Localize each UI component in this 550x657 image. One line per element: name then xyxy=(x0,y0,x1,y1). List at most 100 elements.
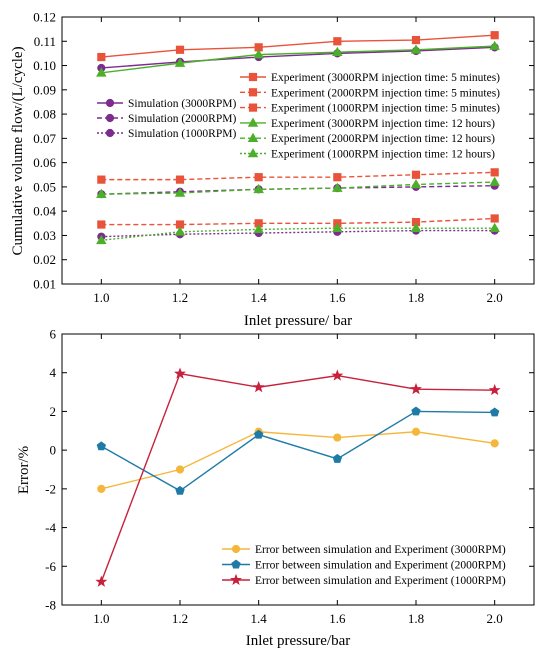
error-chart-y-tick-label: 6 xyxy=(50,327,57,342)
flow-chart-data-point xyxy=(332,46,343,56)
flow-chart-data-point xyxy=(253,49,264,59)
flow-chart-data-point xyxy=(253,223,264,234)
flow-chart-legend-label: Experiment (3000RPM injection time: 12 h… xyxy=(271,118,495,130)
error-chart-data-point xyxy=(97,484,106,493)
error-chart-x-tick-label: 1.4 xyxy=(251,611,268,626)
flow-chart-series-line xyxy=(101,229,495,238)
flow-chart-series-4 xyxy=(97,31,499,62)
flow-chart-legend-label: Experiment (1000RPM injection time: 12 h… xyxy=(271,149,495,161)
flow-chart-y-tick-label: 0.09 xyxy=(33,82,56,97)
flow-chart-y-axis-title: Cumulative volume flow/(L/cycle) xyxy=(10,46,26,255)
flow-chart-legend-marker xyxy=(105,113,115,123)
flow-chart-legend-entry: Experiment (1000RPM injection time: 5 mi… xyxy=(240,103,500,115)
error-chart-y-tick-label: -6 xyxy=(45,559,56,574)
error-chart-x-tick-label: 1.2 xyxy=(172,611,188,626)
flow-chart-data-point xyxy=(175,175,185,184)
flow-chart-x-tick-label: 1.2 xyxy=(172,290,188,305)
error-chart-legend-entry: Error between simulation and Experiment … xyxy=(222,573,506,587)
flow-chart-data-point xyxy=(175,45,185,54)
flow-chart-series-9 xyxy=(96,222,500,245)
flow-chart-legend-entry: Simulation (1000RPM) xyxy=(97,128,236,140)
flow-chart: 1.0 1.2 1.4 1.6 1.8 2.0 0.01 0.02 0.03 0.04 0.05 0.… xyxy=(10,10,535,329)
flow-chart-x-tick-label: 1.6 xyxy=(329,290,346,305)
error-chart-series xyxy=(95,367,501,587)
flow-chart-data-point xyxy=(411,170,421,179)
flow-chart-data-point xyxy=(96,234,107,245)
flow-chart-legend-marker xyxy=(248,103,258,112)
flow-chart-y-tick-label: 0.12 xyxy=(33,10,56,25)
flow-chart-series xyxy=(96,31,500,245)
flow-chart-legend-entry: Experiment (1000RPM injection time: 12 h… xyxy=(240,148,495,161)
flow-chart-y-tick-label: 0.02 xyxy=(33,252,56,267)
flow-chart-data-point xyxy=(410,44,422,54)
error-chart: 1.0 1.2 1.4 1.6 1.8 2.0 -8 -6 -4 -2 0 2 4 6 Error bet… xyxy=(16,327,535,649)
error-chart-x-tick-label: 2.0 xyxy=(487,611,503,626)
flow-chart-data-point xyxy=(333,173,342,182)
error-chart-y-tick-label: -4 xyxy=(45,520,56,535)
flow-chart-data-point xyxy=(490,214,499,223)
flow-chart-series-8 xyxy=(96,176,500,198)
flow-chart-data-point xyxy=(97,175,106,184)
flow-chart-data-point xyxy=(97,52,106,62)
flow-chart-data-point xyxy=(410,179,422,189)
error-chart-data-point xyxy=(411,406,421,416)
flow-chart-series-1 xyxy=(97,43,499,73)
flow-chart-data-point xyxy=(411,35,421,45)
flow-chart-series-line xyxy=(101,45,495,74)
flow-chart-y-tick-label: 0.10 xyxy=(33,58,56,73)
error-chart-data-point xyxy=(96,441,107,451)
error-chart-y-tick-label: -8 xyxy=(45,598,56,613)
flow-chart-y-tick-label: 0.01 xyxy=(33,277,56,292)
flow-chart-data-point xyxy=(489,40,500,50)
flow-chart-y-tick-label: 0.06 xyxy=(33,155,56,170)
error-chart-legend-label: Error between simulation and Experiment … xyxy=(255,575,506,587)
flow-chart-y-tick-label: 0.04 xyxy=(33,204,56,219)
error-chart-legend-label: Error between simulation and Experiment … xyxy=(255,560,506,572)
flow-chart-data-point xyxy=(253,183,264,194)
flow-chart-y-tick-label: 0.07 xyxy=(33,131,56,146)
flow-chart-series-line xyxy=(101,46,495,69)
flow-chart-data-point xyxy=(332,222,343,232)
flow-chart-legend-entry: Experiment (3000RPM injection time: 12 h… xyxy=(240,117,495,130)
flow-chart-legend-marker xyxy=(247,132,259,142)
error-chart-data-point xyxy=(333,433,342,442)
error-chart-series-1 xyxy=(97,427,499,493)
error-chart-data-point xyxy=(95,575,108,587)
flow-chart-x-tick-label: 2.0 xyxy=(487,290,503,305)
error-chart-data-point xyxy=(174,367,186,379)
flow-chart-series-6 xyxy=(97,214,499,229)
flow-chart-data-point xyxy=(490,168,499,177)
error-chart-series-line xyxy=(100,372,495,583)
flow-chart-series-line xyxy=(101,34,495,58)
error-chart-data-point xyxy=(332,453,343,463)
flow-chart-legend-marker xyxy=(248,72,258,82)
flow-chart-legend-marker xyxy=(105,128,115,138)
flow-chart-data-point xyxy=(96,188,107,198)
error-chart-data-point xyxy=(331,369,344,381)
flow-chart-data-point xyxy=(254,173,263,182)
flow-chart-legend-entry: Simulation (3000RPM) xyxy=(97,98,236,110)
error-chart-data-point xyxy=(488,383,501,396)
flow-chart-legend-entry: Simulation (2000RPM) xyxy=(97,113,236,125)
error-chart-data-point xyxy=(489,407,500,417)
error-chart-x-tick-label: 1.0 xyxy=(93,611,109,626)
flow-chart-x-tick-label: 1.4 xyxy=(251,290,268,305)
flow-chart-legend-label: Experiment (2000RPM injection time: 12 h… xyxy=(271,133,495,145)
error-chart-x-tick-label: 1.8 xyxy=(408,611,424,626)
flow-chart-legend-label: Experiment (1000RPM injection time: 5 mi… xyxy=(271,103,500,115)
flow-chart-series-line xyxy=(101,227,495,242)
flow-chart-legend-label: Experiment (3000RPM injection time: 5 mi… xyxy=(271,72,500,84)
error-chart-series-line xyxy=(100,410,495,492)
error-chart-y-axis-title: Error/% xyxy=(16,446,32,494)
flow-chart-legend-entry: Experiment (2000RPM injection time: 12 h… xyxy=(240,132,495,145)
flow-chart-data-point xyxy=(490,31,499,40)
flow-chart-legend-entry: Experiment (2000RPM injection time: 5 mi… xyxy=(240,87,500,99)
error-chart-data-point xyxy=(175,465,185,474)
flow-chart-legend-marker xyxy=(105,98,115,108)
error-chart-plot-frame xyxy=(61,333,535,606)
flow-chart-legend-label: Simulation (1000RPM) xyxy=(128,128,236,140)
flow-chart-plot-frame xyxy=(61,16,535,285)
error-chart-data-point xyxy=(175,485,185,495)
error-chart-y-tick-label: 0 xyxy=(50,443,57,458)
